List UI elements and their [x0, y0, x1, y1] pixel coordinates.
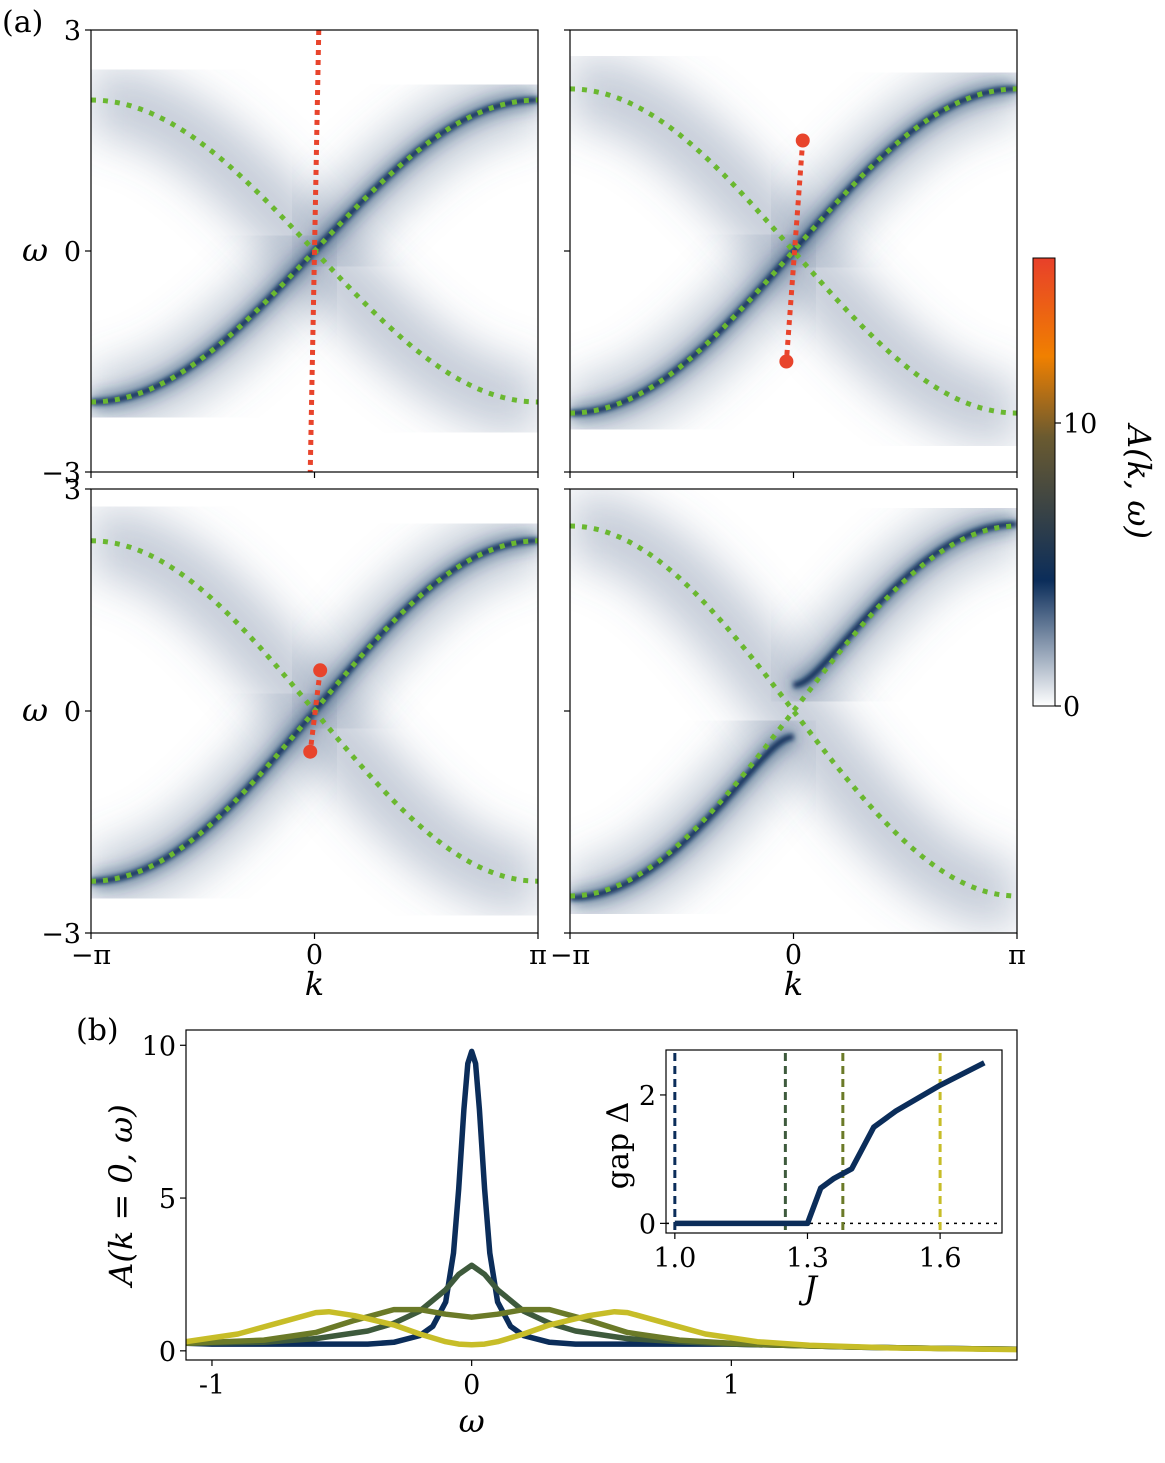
- red-dotted-segment: [307, 30, 322, 472]
- y-tick-label: 3: [64, 16, 81, 47]
- y-tick-label: 0: [64, 697, 81, 728]
- main-band-line: [793, 521, 1017, 689]
- colorbar-gradient: [1032, 257, 1056, 707]
- y-tick-label: 5: [159, 1184, 176, 1215]
- red-endpoint-bottom: [303, 744, 318, 759]
- spectral-panel-bottom-right: −π 0 π k: [550, 488, 1026, 1003]
- red-dotted-segment: [783, 140, 806, 362]
- y-tick-label: 3: [64, 475, 81, 506]
- x-tick-label: 0: [306, 940, 323, 971]
- colorbar-tick-10: 10: [1063, 409, 1097, 440]
- series-line-4: [186, 1308, 1017, 1353]
- y-tick-label: −3: [41, 458, 81, 489]
- x-axis-label: k: [784, 965, 803, 1003]
- inset-y-axis-label: gap Δ: [601, 1102, 636, 1190]
- x-tick-label: 0: [463, 1370, 480, 1401]
- gap-curve: [674, 1060, 986, 1227]
- heatmap-area: [570, 489, 1017, 933]
- x-axis-label: k: [305, 965, 324, 1003]
- y-tick-label: 0: [64, 237, 81, 268]
- x-tick-label: π: [529, 940, 547, 971]
- spectral-panel-bottom-left: 3 0 −3−π 0 π ω k: [22, 475, 547, 1003]
- colorbar-label: A(k, ω): [1120, 422, 1158, 539]
- x-tick-label: -1: [199, 1370, 225, 1401]
- x-tick-label: 0: [785, 940, 802, 971]
- x-tick-label: −π: [71, 940, 111, 971]
- heatmap-area: [570, 30, 1017, 472]
- y-axis-label: A(k = 0, ω): [102, 1104, 140, 1288]
- y-tick-label: 0: [159, 1337, 176, 1368]
- inset-x-axis-label: J: [798, 1269, 819, 1307]
- heatmap-area: [91, 489, 538, 933]
- inset-y-tick-label: 0: [639, 1209, 656, 1240]
- red-endpoint-top: [795, 133, 810, 148]
- inset-x-tick-label: 1.0: [653, 1243, 696, 1274]
- panel-a-label: (a): [2, 5, 43, 40]
- bare-dispersion-falling: [570, 523, 1017, 899]
- colorbar-tick-0: 0: [1063, 692, 1080, 723]
- x-axis-label: ω: [459, 1402, 485, 1440]
- x-tick-label: π: [1008, 940, 1026, 971]
- y-axis-label: ω: [22, 231, 48, 269]
- inset-x-tick-label: 1.3: [786, 1243, 829, 1274]
- colorbar: 0 10 A(k, ω): [1032, 257, 1158, 723]
- series-area: [186, 1048, 1017, 1353]
- x-tick-label: −π: [550, 940, 590, 971]
- panel-b-label: (b): [76, 1013, 119, 1048]
- y-tick-label: 10: [142, 1031, 176, 1062]
- bare-dispersion-rising: [570, 523, 1017, 899]
- series-line-2: [186, 1262, 1017, 1353]
- inset-x-tick-label: 1.6: [919, 1243, 962, 1274]
- heatmap-area: [91, 30, 538, 472]
- y-axis-label: ω: [22, 691, 48, 729]
- inset-y-tick-label: 2: [639, 1081, 656, 1112]
- x-tick-label: 1: [723, 1370, 740, 1401]
- red-dotted-segment: [307, 669, 323, 753]
- main-plot-frame: [185, 1029, 1018, 1361]
- y-tick-label: −3: [41, 919, 81, 950]
- spectral-cut-chart: 0 5 10 -1 0 1 ω A(k = 0, ω): [102, 1029, 1018, 1440]
- spectral-panel-top-right: [564, 29, 1018, 478]
- red-endpoint-bottom: [779, 354, 794, 369]
- red-endpoint-top: [313, 663, 328, 678]
- spectral-panel-top-left: 3 0 −3 ω: [22, 16, 539, 489]
